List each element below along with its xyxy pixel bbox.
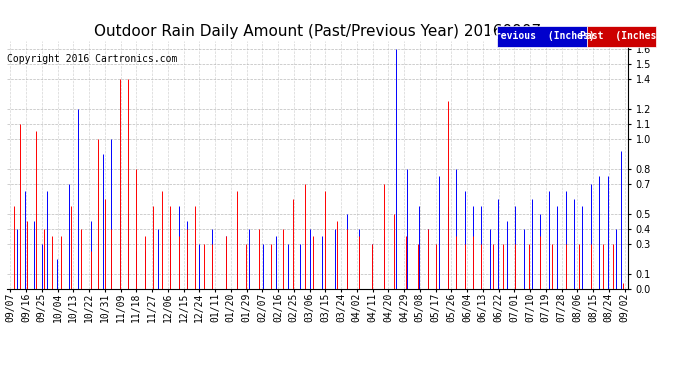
Text: Previous  (Inches): Previous (Inches): [489, 32, 595, 41]
Title: Outdoor Rain Daily Amount (Past/Previous Year) 20160907: Outdoor Rain Daily Amount (Past/Previous…: [94, 24, 541, 39]
Text: Past  (Inches): Past (Inches): [580, 32, 662, 41]
Text: Copyright 2016 Cartronics.com: Copyright 2016 Cartronics.com: [7, 54, 177, 64]
